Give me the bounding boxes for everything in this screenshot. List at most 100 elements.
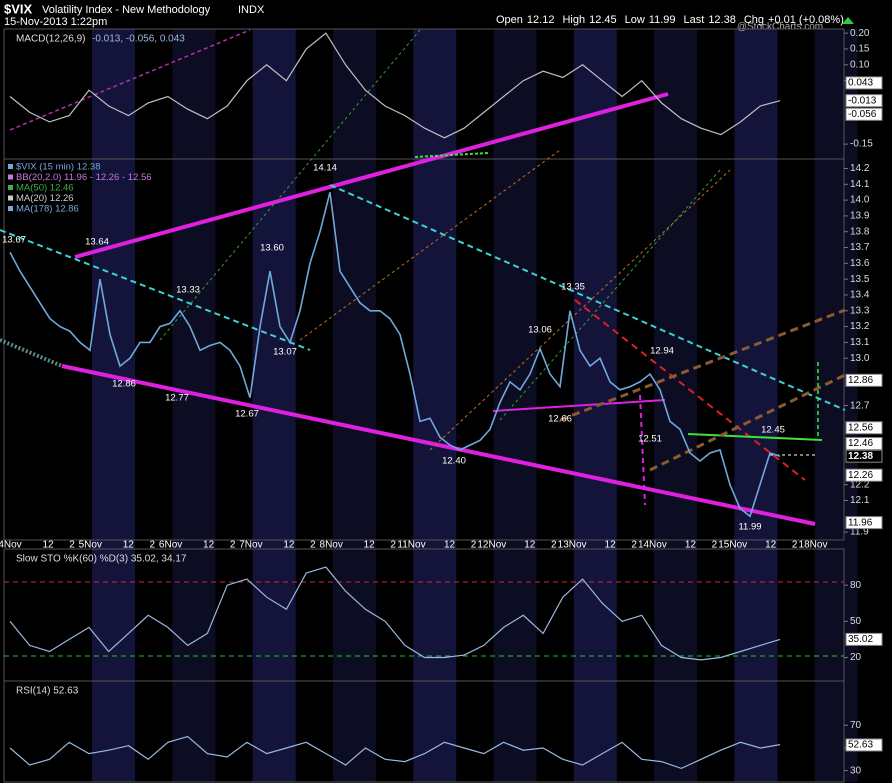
x-tick-label: 18Nov xyxy=(799,540,828,551)
price-annotation: 12.86 xyxy=(112,379,136,390)
quote-label: Chg xyxy=(744,14,764,26)
y-tick-label: 12.2 xyxy=(850,479,870,490)
x-tick-label: 2 xyxy=(631,540,637,551)
level-lines xyxy=(4,581,844,657)
y-tick-label: 80 xyxy=(850,580,862,591)
value-box xyxy=(845,449,883,463)
y-tick-label: 50 xyxy=(850,616,862,627)
y-tick-label: 12.1 xyxy=(850,495,870,506)
x-tick-label: 7Nov xyxy=(239,540,262,551)
price-annotation: 12.94 xyxy=(650,346,674,357)
price-line xyxy=(9,192,781,518)
quote-value: 12.12 xyxy=(527,14,555,26)
legend-swatch xyxy=(8,195,13,201)
x-tick-label: 2 xyxy=(390,540,396,551)
session-band xyxy=(734,29,778,782)
x-tick-label: 12 xyxy=(605,540,617,551)
price-annotation: 13.35 xyxy=(561,282,585,293)
quote-label: Last xyxy=(684,14,705,26)
price-annotation: 13.67 xyxy=(2,235,26,246)
value-box-label: 35.02 xyxy=(848,634,873,645)
x-tick-label: 2 xyxy=(792,540,798,551)
price-annotation: 12.51 xyxy=(638,434,662,445)
y-tick-label: 13.3 xyxy=(850,305,870,316)
quote-label: Low xyxy=(625,14,645,26)
quote: Open 12.12 High 12.45 Low 11.99 Last 12.38 Chg +0… xyxy=(496,14,844,26)
value-box xyxy=(845,437,883,451)
value-box xyxy=(845,632,883,646)
x-tick-label: 12 xyxy=(765,540,777,551)
panel-legend: Slow STO %K(60) %D(3) 35.02, 34.17 xyxy=(16,554,187,565)
x-tick-label: 12Nov xyxy=(477,540,506,551)
y-tick-label: 70 xyxy=(850,720,862,731)
x-tick-label: 12 xyxy=(283,540,295,551)
x-tick-label: 12 xyxy=(524,540,536,551)
x-tick-label: 12 xyxy=(42,540,54,551)
y-tick-label: 13.4 xyxy=(850,290,870,301)
x-tick-label: 6Nov xyxy=(159,540,182,551)
x-tick-label: 12 xyxy=(444,540,456,551)
value-box xyxy=(845,468,883,482)
exchange: INDX xyxy=(238,4,265,16)
price-annotation: 11.99 xyxy=(738,522,761,533)
quote-value: 12.45 xyxy=(589,14,617,26)
timestamp: 15-Nov-2013 1:22pm xyxy=(4,16,107,28)
x-tick-label: 4Nov xyxy=(0,540,22,551)
x-tick-label: 12 xyxy=(364,540,376,551)
value-box xyxy=(845,107,883,121)
quote-label: High xyxy=(562,14,585,26)
y-tick-label: 0.20 xyxy=(850,28,870,39)
value-box-label: 12.26 xyxy=(848,470,873,481)
value-box-label: -0.013 xyxy=(848,95,877,106)
y-tick-label: 13.5 xyxy=(850,274,870,285)
value-box xyxy=(845,373,883,387)
trendline xyxy=(0,338,63,368)
legend-swatch xyxy=(8,164,13,169)
session-band xyxy=(92,29,135,782)
x-tick-label: 2 xyxy=(712,540,718,551)
y-tick-label: 11.9 xyxy=(850,527,869,538)
y-tick-label: 13.6 xyxy=(850,258,870,269)
value-box-label: 52.63 xyxy=(848,740,873,751)
y-tick-label: 14.1 xyxy=(850,179,870,190)
x-tick-label: 13Nov xyxy=(558,540,587,551)
panel-legend-values: -0.013, -0.056, 0.043 xyxy=(92,34,185,45)
y-tick-label: 20 xyxy=(850,652,862,663)
x-tick-label: 2 xyxy=(150,540,156,551)
security-name: Volatility Index - New Methodology xyxy=(42,4,211,16)
data-layer: 0.200.150.100.05-0.150.043-0.013-0.056MA… xyxy=(0,28,883,776)
trendline xyxy=(492,399,666,412)
x-tick-label: 2 xyxy=(310,540,316,551)
sto-line xyxy=(9,566,781,661)
x-tick-label: 12 xyxy=(203,540,215,551)
y-tick-label: 13.8 xyxy=(850,226,870,237)
value-box xyxy=(845,738,883,752)
value-box xyxy=(845,76,883,90)
value-box-label: 12.46 xyxy=(848,438,873,449)
y-tick-label: 0.15 xyxy=(850,44,870,55)
price-annotation: 13.06 xyxy=(528,325,552,336)
panel-legend: RSI(14) 52.63 xyxy=(16,686,79,697)
quote-value: 12.38 xyxy=(708,14,736,26)
y-tick-label: 14.0 xyxy=(850,195,870,206)
legend-entry: MA(178) 12.86 xyxy=(16,204,79,215)
legend-swatch xyxy=(8,185,13,190)
x-tick-label: 8Nov xyxy=(320,540,343,551)
trendline xyxy=(414,152,489,158)
legend-swatch xyxy=(8,206,13,211)
x-tick-label: 12 xyxy=(123,540,135,551)
price-annotation: 13.07 xyxy=(273,347,297,358)
trendline xyxy=(499,169,721,421)
trendline xyxy=(574,299,806,481)
rsi-frame xyxy=(3,680,845,783)
trendline xyxy=(9,29,251,131)
y-tick-label: 13.0 xyxy=(850,353,870,364)
value-box xyxy=(845,421,883,435)
x-tick-label: 11Nov xyxy=(397,540,425,551)
price-annotation: 12.66 xyxy=(548,414,572,425)
trendline xyxy=(159,29,421,341)
session-band xyxy=(413,29,457,782)
price-annotation: 14.14 xyxy=(313,163,337,174)
price-annotation: 13.33 xyxy=(176,285,200,296)
price-annotation: 12.67 xyxy=(235,409,259,420)
